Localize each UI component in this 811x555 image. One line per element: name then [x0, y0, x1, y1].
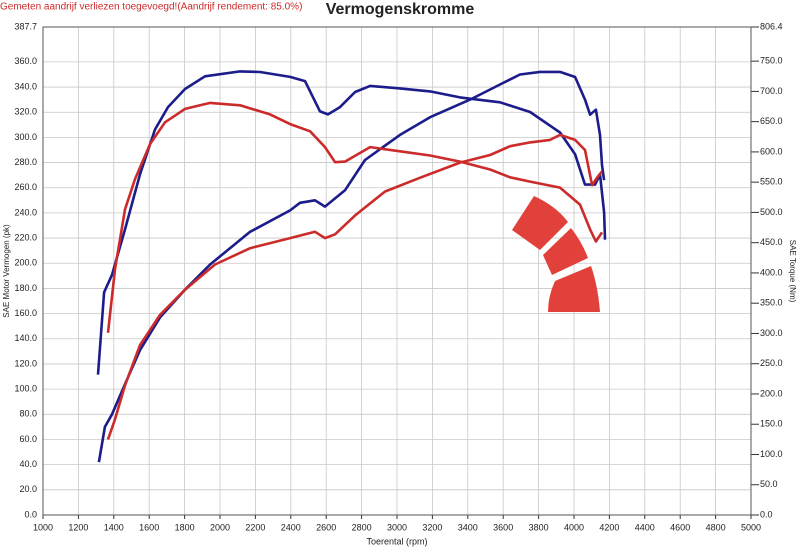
series-line [106, 101, 604, 333]
y-tick-label: 300.0 [14, 132, 37, 142]
y2-tick-label: 700.0 [760, 86, 783, 96]
y-tick-label: 360.0 [14, 56, 37, 66]
logo-segment [543, 228, 588, 275]
y-tick-label: 180.0 [14, 283, 37, 293]
x-tick-label: 4400 [635, 522, 655, 532]
series-line [96, 70, 607, 375]
y-tick-label: 220.0 [14, 232, 37, 242]
y-tick-label: 340.0 [14, 81, 37, 91]
y2-tick-label: 600.0 [760, 146, 783, 156]
x-tick-label: 1400 [104, 522, 124, 532]
x-tick-label: 1800 [175, 522, 195, 532]
x-tick-label: 4600 [670, 522, 690, 532]
x-tick-label: 4800 [706, 522, 726, 532]
subtitle: Gemeten aandrijf verliezen toegevoegd!(A… [0, 2, 302, 13]
y2-tick-label: 0.0 [760, 509, 773, 519]
y-tick-label: 320.0 [14, 107, 37, 117]
x-tick-label: 3800 [529, 522, 549, 532]
y2-tick-label: 650.0 [760, 116, 783, 126]
y-tick-label: 200.0 [14, 258, 37, 268]
y2-tick-label: 806.4 [760, 21, 783, 31]
x-tick-label: 1000 [33, 522, 53, 532]
x-tick-label: 1600 [139, 522, 159, 532]
x-tick-label: 2600 [316, 522, 336, 532]
y-tick-label: 387.7 [14, 21, 37, 31]
y2-tick-label: 400.0 [760, 267, 783, 277]
y2-tick-label: 300.0 [760, 328, 783, 338]
y-tick-label: 40.0 [19, 459, 37, 469]
y2-tick-label: 350.0 [760, 298, 783, 308]
y2-tick-label: 150.0 [760, 419, 783, 429]
y2-tick-label: 250.0 [760, 358, 783, 368]
y-tick-label: 140.0 [14, 333, 37, 343]
y-tick-label: 260.0 [14, 182, 37, 192]
y2-tick-label: 200.0 [760, 388, 783, 398]
x-tick-label: 3200 [422, 522, 442, 532]
x-axis-label: Toerental (rpm) [366, 536, 427, 546]
x-tick-label: 4200 [599, 522, 619, 532]
y2-tick-label: 100.0 [760, 449, 783, 459]
x-tick-label: 2000 [210, 522, 230, 532]
chart-title: Vermogenskromme [326, 1, 475, 18]
x-tick-label: 3000 [387, 522, 407, 532]
y2-tick-label: 550.0 [760, 177, 783, 187]
y-tick-label: 0.0 [24, 509, 37, 519]
y-tick-label: 280.0 [14, 157, 37, 167]
y-tick-label: 100.0 [14, 384, 37, 394]
y-tick-label: 120.0 [14, 358, 37, 368]
logo [512, 196, 600, 312]
x-tick-label: 5000 [741, 522, 761, 532]
y2-tick-label: 750.0 [760, 56, 783, 66]
x-tick-label: 2400 [281, 522, 301, 532]
y-tick-label: 240.0 [14, 207, 37, 217]
y2-tick-label: 500.0 [760, 207, 783, 217]
series-line [106, 133, 604, 440]
y-tick-label: 160.0 [14, 308, 37, 318]
x-tick-label: 2200 [245, 522, 265, 532]
series-line [97, 70, 606, 463]
y-tick-label: 20.0 [19, 484, 37, 494]
y-tick-label: 60.0 [19, 434, 37, 444]
x-tick-label: 3400 [458, 522, 478, 532]
x-tick-label: 3600 [493, 522, 513, 532]
x-tick-label: 1200 [68, 522, 88, 532]
plot-frame [42, 26, 752, 516]
logo-segment [512, 196, 568, 250]
y2-tick-label: 50.0 [760, 479, 778, 489]
x-tick-label: 4000 [564, 522, 584, 532]
y-tick-label: 80.0 [19, 409, 37, 419]
y-axis-label: SAE Motor Vermogen (pk) [2, 224, 11, 318]
x-tick-label: 2800 [352, 522, 372, 532]
y2-axis-label: SAE Torque (Nm) [788, 240, 797, 303]
logo-segment [548, 266, 600, 312]
y2-tick-label: 450.0 [760, 237, 783, 247]
